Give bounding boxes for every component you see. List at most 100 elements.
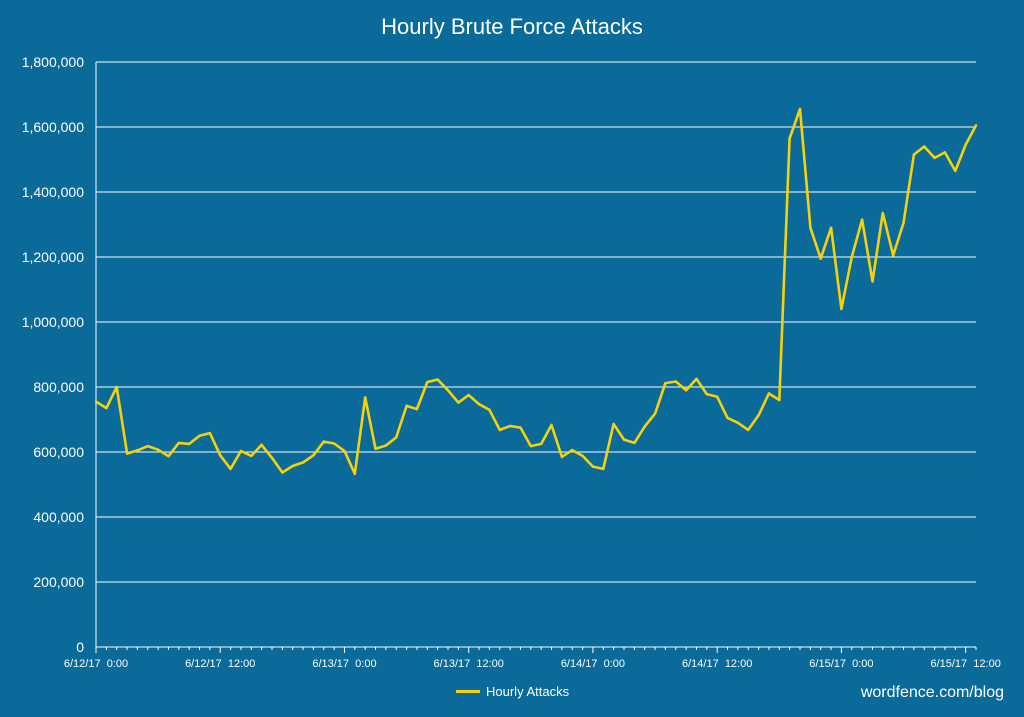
data-point	[798, 107, 802, 111]
x-tick-label: 6/14/17 0:00	[561, 658, 625, 670]
data-point	[363, 396, 367, 399]
data-point	[954, 169, 957, 173]
data-point	[332, 442, 336, 445]
data-point	[850, 255, 853, 259]
data-point	[291, 464, 294, 468]
data-point	[477, 403, 481, 406]
data-point	[219, 454, 222, 457]
data-point	[974, 124, 978, 127]
data-point	[912, 153, 916, 156]
data-point	[705, 392, 709, 396]
data-point	[446, 389, 450, 392]
data-point	[726, 416, 729, 420]
series-line-hourly-attacks	[95, 107, 978, 476]
y-tick-label: 800,000	[33, 379, 84, 395]
data-point	[684, 389, 688, 392]
data-point	[508, 424, 512, 428]
data-point	[809, 226, 812, 229]
data-point	[778, 398, 781, 402]
x-tick-label: 6/13/17 12:00	[434, 658, 504, 670]
data-point	[374, 447, 377, 450]
data-point	[612, 422, 615, 426]
legend-swatch	[456, 690, 480, 693]
watermark: wordfence.com/blog	[860, 684, 1004, 701]
data-point	[322, 440, 325, 443]
data-point	[395, 436, 398, 439]
data-point	[312, 454, 315, 457]
data-point	[136, 449, 139, 452]
data-point	[736, 421, 740, 424]
data-point	[860, 218, 864, 221]
data-point	[891, 254, 895, 257]
data-point	[923, 145, 926, 148]
data-point	[250, 454, 253, 458]
data-point	[539, 442, 543, 446]
data-point	[488, 408, 491, 411]
data-point	[529, 444, 533, 448]
y-tick-label: 1,600,000	[22, 119, 84, 135]
data-point	[757, 414, 760, 417]
data-point	[467, 393, 470, 397]
data-point	[187, 442, 191, 446]
y-tick-label: 1,800,000	[22, 54, 84, 70]
chart-title: Hourly Brute Force Attacks	[381, 14, 643, 39]
data-point	[156, 448, 160, 451]
data-point	[519, 426, 522, 429]
x-tick-label: 6/12/17 0:00	[64, 658, 128, 670]
data-point	[301, 461, 305, 464]
data-point	[643, 425, 646, 428]
data-point	[902, 221, 905, 225]
data-point	[167, 455, 170, 458]
data-point	[747, 428, 750, 432]
y-tick-label: 400,000	[33, 509, 84, 525]
data-point	[198, 434, 201, 437]
data-point	[270, 456, 274, 460]
data-point	[436, 378, 439, 381]
data-point	[125, 452, 129, 455]
x-tick-label: 6/15/17 0:00	[809, 658, 873, 670]
y-tick-label: 1,200,000	[22, 249, 84, 265]
data-point	[622, 438, 626, 441]
data-point	[881, 211, 885, 215]
data-point	[819, 257, 822, 260]
data-point	[208, 431, 212, 435]
y-tick-label: 1,400,000	[22, 184, 84, 200]
data-point	[281, 471, 284, 474]
data-point	[933, 156, 936, 160]
data-point	[581, 454, 584, 458]
x-tick-label: 6/14/17 12:00	[682, 658, 752, 670]
x-tick-label: 6/15/17 12:00	[930, 658, 1000, 670]
data-point	[343, 449, 346, 453]
legend-label: Hourly Attacks	[486, 684, 570, 699]
data-point	[260, 443, 263, 447]
data-point	[498, 428, 501, 432]
data-point	[664, 381, 667, 385]
data-point	[715, 395, 719, 398]
data-point	[550, 423, 553, 427]
data-point	[353, 472, 357, 475]
data-point	[415, 407, 419, 411]
data-point	[457, 401, 460, 404]
data-point	[405, 404, 408, 408]
data-point	[239, 449, 243, 453]
data-point	[871, 280, 874, 283]
y-tick-label: 0	[76, 639, 84, 655]
data-point	[384, 444, 388, 447]
data-point	[943, 151, 947, 154]
data-point	[695, 377, 698, 381]
data-point	[653, 412, 657, 415]
data-point	[788, 137, 791, 140]
data-point	[177, 441, 181, 445]
data-point	[964, 143, 967, 147]
data-point	[633, 441, 636, 445]
data-point	[674, 380, 677, 383]
data-point	[146, 444, 149, 448]
data-point	[602, 467, 605, 471]
data-point	[115, 385, 118, 389]
data-point	[426, 380, 429, 384]
data-point	[571, 448, 574, 452]
data-point	[94, 400, 98, 403]
data-point	[840, 307, 843, 311]
